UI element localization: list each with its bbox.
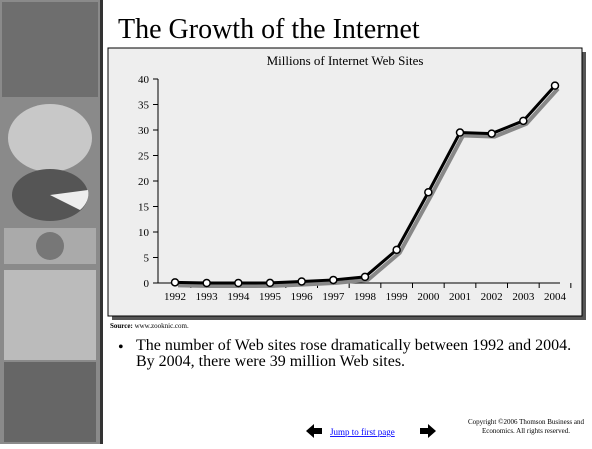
jump-link[interactable]: Jump to first page [330, 427, 395, 437]
x-tick-label: 1993 [196, 291, 219, 303]
x-tick-label: 1998 [354, 291, 377, 303]
x-tick-label: 1996 [291, 291, 314, 303]
next-arrow[interactable] [420, 424, 436, 438]
y-tick-label: 5 [144, 253, 150, 265]
chart-frame [107, 47, 583, 317]
marker [424, 187, 433, 197]
y-tick-label: 30 [138, 125, 150, 137]
x-tick-label: 1994 [227, 291, 250, 303]
marker [170, 278, 180, 287]
bullet-text: The number of Web sites rose dramaticall… [136, 338, 572, 370]
bullet-mark: • [118, 339, 124, 356]
marker [360, 272, 370, 282]
y-tick-label: 25 [138, 151, 150, 163]
x-tick-label: 1992 [164, 291, 186, 303]
marker [455, 128, 465, 137]
marker [202, 278, 211, 288]
x-tick-label: 2004 [544, 291, 567, 303]
y-tick-label: 35 [138, 100, 150, 112]
plot: 0 5 10 15 20 25 30 35 40 1992 1993 1994 1995 1996 1997… [138, 74, 572, 303]
side-collage [0, 0, 103, 444]
bullet-box: The number of Web sites rose dramaticall… [136, 338, 572, 370]
source: Source: www.zooknic.com. [110, 322, 189, 330]
x-tick-label: 2000 [417, 291, 440, 303]
chart-title: Millions of Internet Web Sites [267, 53, 424, 68]
slide-title: The Growth of the Internet [118, 14, 420, 45]
prev-arrow[interactable] [306, 424, 322, 438]
marker [392, 245, 401, 255]
marker [265, 278, 275, 288]
x-tick-label: 2002 [481, 291, 503, 303]
marker [329, 275, 338, 285]
x-tick-label: 2001 [449, 291, 471, 303]
y-tick-label: 40 [138, 74, 150, 86]
y-tick-label: 10 [138, 227, 150, 239]
marker [297, 277, 306, 286]
source-url: www.zooknic.com. [135, 322, 189, 330]
y-tick-label: 20 [138, 176, 150, 188]
x-tick-label: 1997 [322, 291, 345, 303]
marker [234, 278, 243, 288]
x-tick-label: 1999 [386, 291, 409, 303]
marker [519, 116, 528, 126]
x-tick-label: 2003 [512, 291, 535, 303]
copyright: Copyright ©2006 Thomson Business and Eco… [467, 418, 585, 435]
marker [487, 129, 496, 138]
source-label: Source: [110, 322, 133, 330]
y-tick-label: 0 [144, 278, 150, 290]
copyright-box: Copyright ©2006 Thomson Business and Eco… [467, 418, 585, 435]
x-tick-label: 1995 [259, 291, 282, 303]
y-tick-label: 15 [138, 202, 150, 214]
marker [550, 81, 560, 90]
